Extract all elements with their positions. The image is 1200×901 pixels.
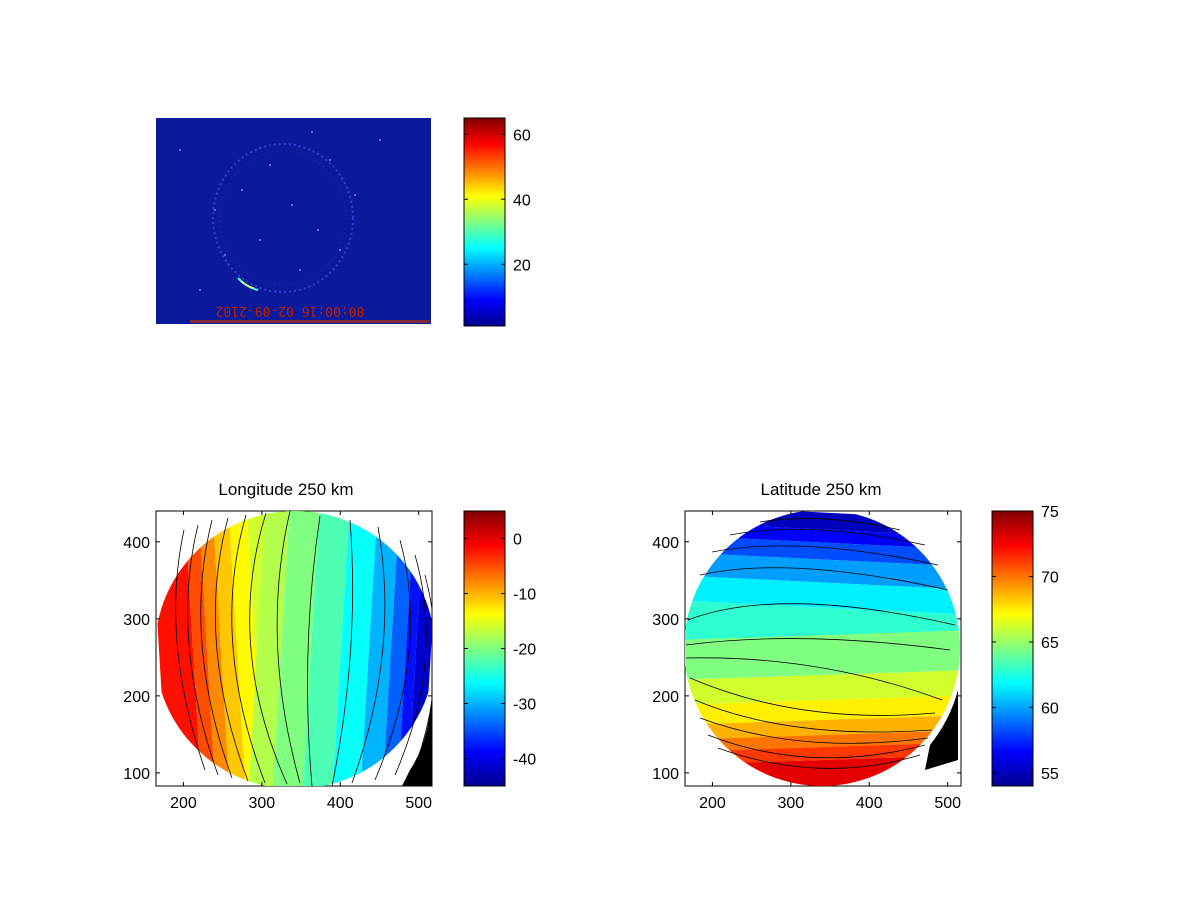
colorbar-tick-label: 70: [1041, 569, 1059, 586]
camera-stars: [179, 131, 381, 291]
colorbar-tick-label: 0: [513, 532, 522, 549]
x-tick-label: 300: [778, 795, 805, 812]
x-tick-label: 500: [405, 795, 432, 812]
camera-stamp-strip: [190, 320, 430, 323]
colorbar-tick-label: -20: [513, 642, 536, 659]
latitude-band: [685, 730, 960, 752]
camera-aurora-arc-core: [240, 280, 254, 289]
y-tick-label: 400: [652, 535, 679, 552]
longitude-band: [272, 511, 320, 786]
latitude-band: [685, 715, 960, 740]
longitude-band: [184, 511, 216, 786]
latitude-colorbar: 55 60 65 70 75: [991, 504, 1059, 787]
longitude-band: [302, 511, 350, 786]
y-tick-label: 300: [123, 612, 150, 629]
latitude-band: [685, 575, 960, 615]
colorbar-tick-label: 75: [1041, 504, 1059, 521]
x-tick-label: 500: [934, 795, 961, 812]
longitude-colorbar-gradient: [463, 510, 506, 787]
y-tick-label: 100: [652, 766, 679, 783]
longitude-panel: Longitude 250 km 200 300 400 500 100 200 300 40…: [123, 480, 433, 812]
camera-image-panel: 00:00:16 02-09-2102: [156, 118, 431, 324]
latitude-edge-shadow: [925, 690, 958, 770]
colorbar-tick-label: 20: [513, 257, 531, 274]
camera-colorbar: 20 40 60: [463, 117, 531, 327]
y-tick-label: 200: [123, 689, 150, 706]
colorbar-tick-label: 55: [1041, 766, 1059, 783]
x-tick-label: 200: [699, 795, 726, 812]
camera-timestamp: 00:00:16 02-09-2102: [216, 303, 365, 318]
colorbar-tick-label: -10: [513, 587, 536, 604]
x-tick-label: 400: [856, 795, 883, 812]
longitude-band: [198, 511, 230, 786]
longitude-band: [332, 511, 378, 786]
latitude-axis-ticks: 200 300 400 500 100 200 300 400: [652, 511, 961, 812]
colorbar-tick-label: -30: [513, 697, 536, 714]
colorbar-tick-label: 65: [1041, 635, 1059, 652]
colorbar-tick-label: 60: [1041, 700, 1059, 717]
y-tick-label: 100: [123, 766, 150, 783]
latitude-panel: Latitude 250 km 200 300 400 500 100 200 300 400: [652, 480, 962, 812]
camera-airglow-ring: [212, 143, 354, 293]
latitude-contour-lines: [685, 518, 956, 769]
y-tick-label: 200: [652, 689, 679, 706]
latitude-band: [685, 630, 960, 680]
longitude-axis-ticks: 200 300 400 500 100 200 300 400: [123, 511, 432, 812]
latitude-band: [685, 670, 960, 705]
camera-airglow-ring-inner: [219, 150, 347, 286]
longitude-colorbar: 0 -10 -20 -30 -40: [463, 510, 536, 787]
latitude-colorbar-gradient: [991, 510, 1034, 787]
longitude-title: Longitude 250 km: [218, 480, 353, 499]
longitude-band: [212, 511, 246, 786]
x-tick-label: 400: [327, 795, 354, 812]
longitude-edge-shadow: [402, 690, 432, 786]
longitude-contour-lines: [175, 511, 432, 786]
camera-colorbar-gradient: [463, 117, 506, 327]
y-tick-label: 300: [652, 612, 679, 629]
latitude-band: [685, 742, 960, 765]
latitude-map: [685, 511, 960, 786]
x-tick-label: 300: [249, 795, 276, 812]
colorbar-tick-label: 60: [513, 127, 531, 144]
latitude-band: [685, 535, 960, 567]
colorbar-tick-label: 40: [513, 192, 531, 209]
longitude-band: [382, 511, 415, 786]
colorbar-tick-label: -40: [513, 752, 536, 769]
latitude-title: Latitude 250 km: [761, 480, 882, 499]
x-tick-label: 200: [170, 795, 197, 812]
y-tick-label: 400: [123, 535, 150, 552]
longitude-map: [156, 511, 432, 786]
camera-image: [156, 118, 431, 324]
